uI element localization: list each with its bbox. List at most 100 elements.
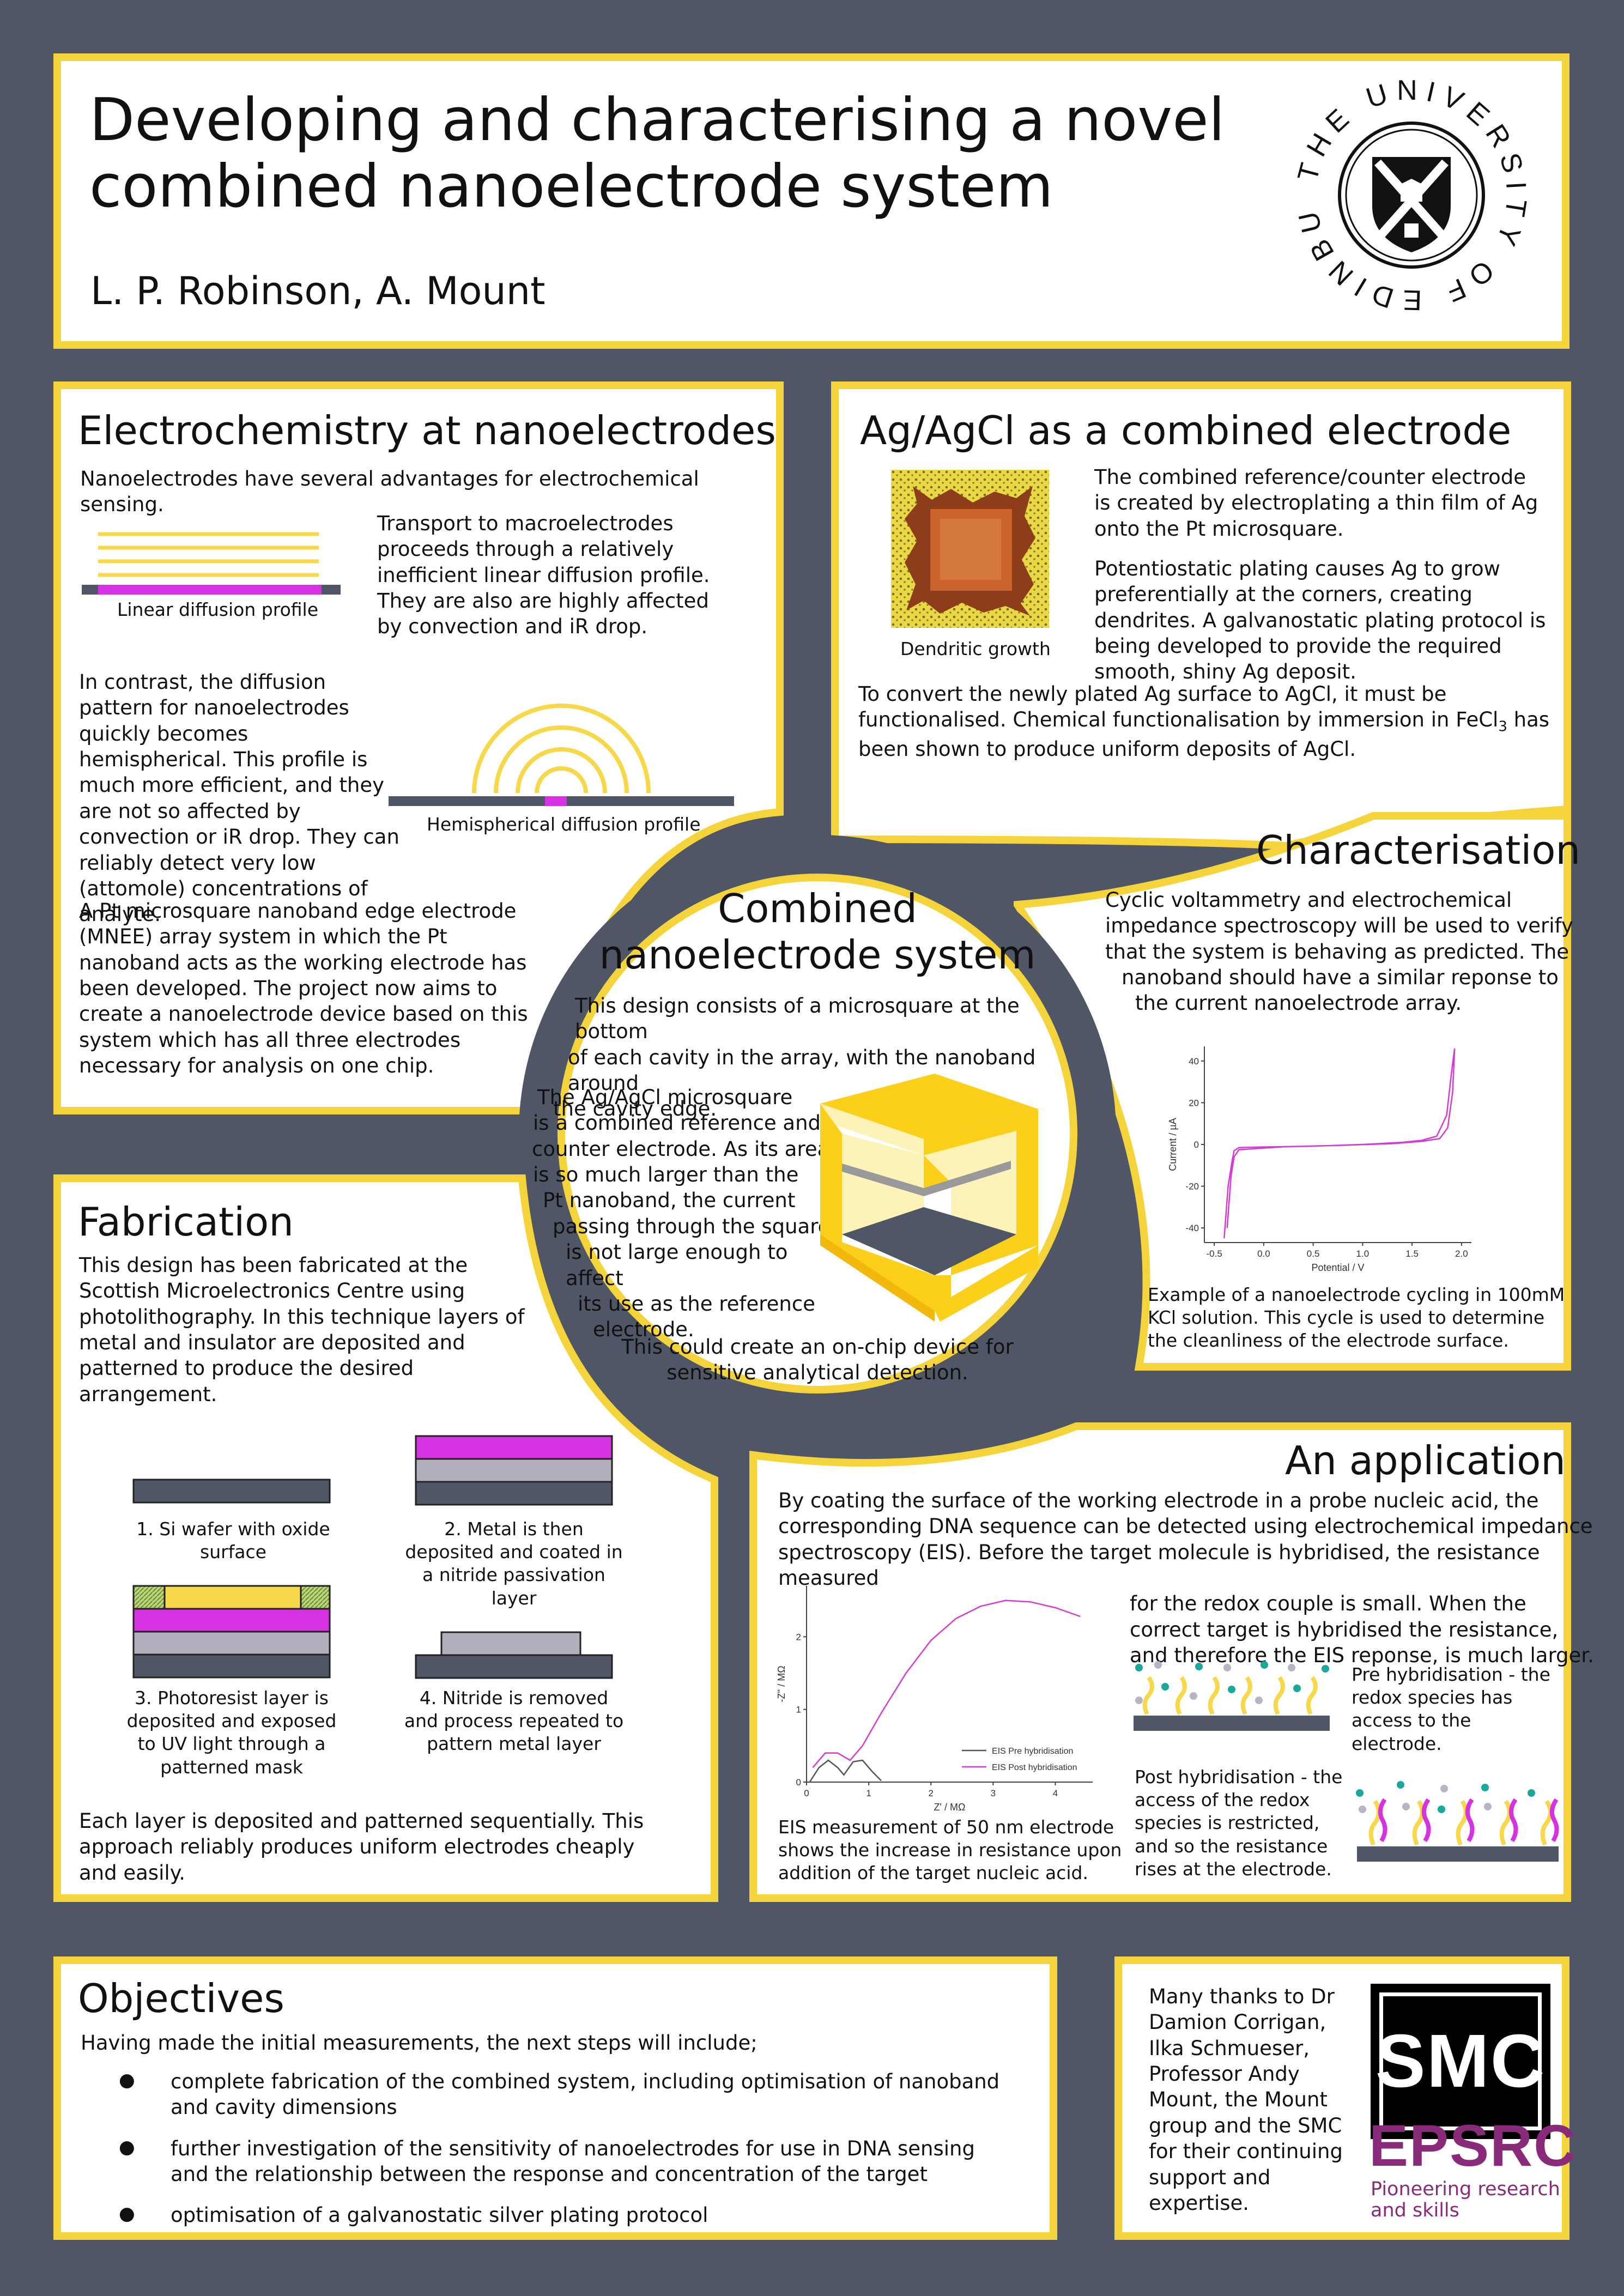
fab-step-1-caption: 1. Si wafer with oxide surface [136, 1518, 330, 1563]
characterisation-line-4: nanoband should have a similar reponse t… [1122, 966, 1559, 990]
thanks-panel [1114, 1956, 1570, 2240]
combined-para-1-line-2: of each cavity in the array, with the na… [568, 1045, 1036, 1095]
objective-item: further investigation of the sensitivity… [81, 2136, 1018, 2188]
epsrc-tagline: Pioneering research and skills [1371, 2179, 1560, 2221]
smc-logo-text: SMC [1375, 2019, 1546, 2103]
title-line-1: Developing and characterising a novel [89, 86, 1225, 154]
fab-step-2-diagram [415, 1435, 613, 1506]
epsrc-tagline-line-1: Pioneering research [1371, 2178, 1560, 2200]
cv-caption: Example of a nanoelectrode cycling in 10… [1148, 1284, 1565, 1352]
combined-para-2: The Ag/AgCl microsquare is a combined re… [528, 1085, 833, 1343]
agcl-heading: Ag/AgCl as a combined electrode [860, 408, 1512, 453]
y-tick-label: 0 [796, 1777, 801, 1788]
cv-chart: -0.5 0.0 0.5 1.0 1.5 2.0 40 20 0 -20 -40 Potential … [1167, 1046, 1471, 1273]
eis-caption: EIS measurement of 50 nm electrode shows… [778, 1816, 1122, 1884]
combined-para-2-line: passing through the square [553, 1214, 831, 1238]
x-tick-label: -0.5 [1206, 1249, 1222, 1259]
fab-step-1-diagram [132, 1479, 331, 1504]
combined-para-2-line: is not large enough to affect [566, 1240, 788, 1290]
x-tick-label: 1.0 [1356, 1249, 1370, 1259]
fabrication-heading: Fabrication [78, 1199, 294, 1245]
objective-item: optimisation of a galvanostatic silver p… [81, 2202, 1018, 2228]
x-tick-label: 3 [991, 1788, 996, 1798]
x-axis-label: Z' / MΩ [934, 1802, 966, 1813]
x-tick-label: 2 [929, 1788, 934, 1798]
series-line [809, 1759, 882, 1783]
characterisation-line-5: the current nanoelectrode array. [1135, 991, 1462, 1015]
y-axis-label: Current / µA [1167, 1118, 1178, 1171]
y-tick-label: -40 [1185, 1223, 1199, 1233]
y-axis-label: -Z'' / MΩ [777, 1665, 787, 1702]
legend-label: EIS Pre hybridisation [992, 1747, 1073, 1756]
agcl-para-1: The combined reference/counter electrode… [1094, 465, 1538, 541]
hemi-diffusion-caption: Hemispherical diffusion profile [427, 814, 701, 835]
objectives-heading: Objectives [78, 1976, 284, 2021]
application-line-1: By coating the surface of the working el… [778, 1489, 1539, 1512]
agcl-para-2: Potentiostatic plating causes Ag to grow… [1094, 557, 1546, 684]
application-line-5: correct target is hybridised the resista… [1130, 1618, 1559, 1641]
y-tick-label: 1 [796, 1705, 801, 1715]
objective-item: complete fabrication of the combined sys… [81, 2069, 1018, 2121]
x-tick-label: 2.0 [1455, 1249, 1468, 1259]
combined-para-2-line: Pt nanoband, the current [543, 1189, 796, 1213]
characterisation-body: Cyclic voltammetry and electrochemical i… [1105, 887, 1573, 1016]
contrast-text: In contrast, the diffusion pattern for n… [79, 670, 399, 926]
agcl-para-3: To convert the newly plated Ag surface t… [858, 681, 1556, 762]
combined-heading-line-1: Combined [718, 886, 917, 931]
agcl-para-3a: To convert the newly plated Ag surface t… [858, 682, 1499, 732]
post-hybridisation-icon [1356, 1781, 1559, 1862]
electrochem-intro: Nanoelectrodes have several advantages f… [80, 467, 699, 517]
fab-step-4-diagram [415, 1631, 613, 1679]
x-tick-label: 1.5 [1405, 1249, 1419, 1259]
fab-step-2-caption: 2. Metal is then deposited and coated in… [405, 1518, 623, 1609]
dendritic-caption: Dendritic growth [900, 638, 1051, 659]
linear-diffusion-caption: Linear diffusion profile [117, 599, 319, 620]
fab-step-3-caption: 3. Photoresist layer is deposited and ex… [126, 1687, 337, 1778]
electrochem-heading: Electrochemistry at nanoelectrodes [78, 408, 776, 453]
pre-hybridisation-text: Pre hybridisation - the redox species ha… [1352, 1664, 1550, 1754]
hemispherical-diffusion-diagram [389, 704, 734, 806]
application-line-3: spectroscopy (EIS). Before the target mo… [778, 1540, 1540, 1590]
mnee-text: A Pt microsquare nanoband edge electrode… [79, 899, 528, 1078]
fab-step-3-diagram [132, 1585, 331, 1679]
objectives-intro: Having made the initial measurements, th… [81, 2031, 758, 2055]
post-hybridisation-text: Post hybridisation - the access of the r… [1135, 1766, 1343, 1880]
combined-para-3-line-1: This could create an on-chip device for [621, 1335, 1014, 1359]
y-tick-label: -20 [1185, 1182, 1199, 1192]
authors: L. P. Robinson, A. Mount [90, 269, 546, 313]
epsrc-tagline-line-2: and skills [1371, 2199, 1459, 2221]
poster-title: Developing and characterising a novel co… [89, 87, 1225, 220]
combined-para-1: This design consists of a microsquare at… [550, 993, 1095, 1122]
fabrication-intro: This design has been fabricated at the S… [79, 1253, 525, 1406]
application-heading: An application [1285, 1438, 1566, 1483]
combined-para-3-line-2: sensitive analytical detection. [666, 1361, 968, 1385]
application-para: By coating the surface of the working el… [778, 1488, 1624, 1669]
y-tick-label: 40 [1189, 1056, 1199, 1067]
x-tick-label: 0.0 [1257, 1249, 1270, 1259]
epsrc-logo: EPSRC [1369, 2112, 1578, 2178]
fabrication-outro: Each layer is deposited and patterned se… [79, 1809, 644, 1885]
characterisation-heading: Characterisation [1256, 827, 1581, 873]
combined-heading: Combined nanoelectrode system [545, 886, 1090, 978]
x-axis-label: Potential / V [1311, 1262, 1364, 1273]
linear-diffusion-diagram [82, 532, 341, 595]
thanks-text: Many thanks to Dr Damion Corrigan, Ilka … [1149, 1985, 1343, 2215]
combined-para-1-line-1: This design consists of a microsquare at… [575, 994, 1020, 1044]
application-line-6: and therefore the EIS reponse, is much l… [1130, 1644, 1594, 1668]
characterisation-line-3: that the system is behaving as predicted… [1105, 940, 1570, 964]
combined-para-2-line: counter electrode. As its area [532, 1137, 830, 1161]
characterisation-line-1: Cyclic voltammetry and electrochemical [1105, 888, 1512, 912]
dendritic-growth-image [891, 470, 1049, 628]
series-line [1223, 1048, 1456, 1239]
combined-para-1-line-3: the cavity edge. [553, 1097, 717, 1121]
combined-para-2-line: its use as the reference [578, 1292, 815, 1316]
combined-para-2-line: electrode. [593, 1318, 694, 1342]
fab-step-4-caption: 4. Nitride is removed and process repeat… [404, 1687, 624, 1755]
university-logo: THE UNIVERSITY OF EDINBURGH [1292, 75, 1525, 315]
pre-hybridisation-icon [1134, 1661, 1330, 1731]
crest-icon [1372, 157, 1451, 252]
combined-para-2-line: The Ag/AgCl microsquare [537, 1086, 793, 1109]
application-line-4: for the redox couple is small. When the [1130, 1592, 1526, 1616]
fabrication-panel [53, 1174, 718, 1902]
